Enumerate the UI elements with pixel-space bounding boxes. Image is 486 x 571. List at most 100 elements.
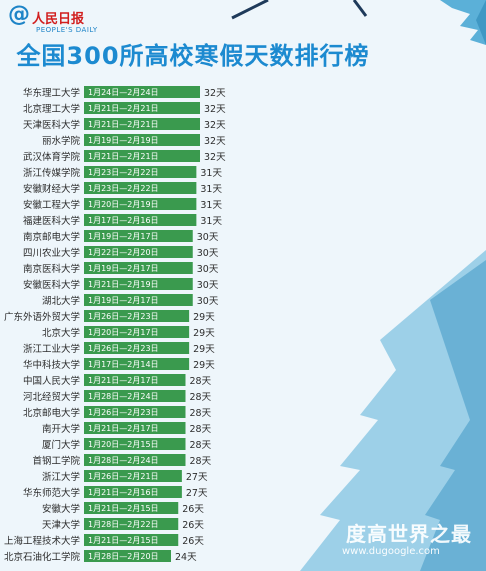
bar	[84, 326, 190, 338]
bar	[84, 166, 197, 178]
bar	[84, 86, 200, 98]
school-label: 四川农业大学	[23, 247, 80, 259]
date-range-label: 1月20日—2月17日	[88, 328, 159, 337]
date-range-label: 1月26日—2月23日	[88, 408, 159, 417]
school-label: 浙江传媒学院	[23, 167, 81, 179]
school-label: 北京大学	[42, 327, 80, 339]
bar	[84, 198, 197, 210]
bar	[84, 550, 171, 562]
bar	[84, 406, 186, 418]
date-range-label: 1月19日—2月17日	[88, 232, 159, 241]
branch-right	[352, 0, 368, 17]
logo-subtext: PEOPLE'S DAILY	[36, 26, 98, 34]
days-value-label: 26天	[182, 520, 204, 531]
school-label: 福建医科大学	[23, 215, 80, 227]
date-range-label: 1月26日—2月21日	[88, 472, 159, 481]
school-label: 华东理工大学	[23, 87, 80, 99]
branch-left	[231, 0, 269, 20]
bar	[84, 390, 186, 402]
watermark-url: www.dugoogle.com	[342, 546, 440, 557]
school-label: 安徽财经大学	[23, 183, 80, 195]
school-label: 北京邮电大学	[23, 407, 80, 419]
chart-title: 全国300所高校寒假天数排行榜	[16, 42, 370, 70]
days-value-label: 28天	[190, 376, 212, 387]
bar	[84, 486, 182, 498]
bar	[84, 374, 186, 386]
date-range-label: 1月17日—2月16日	[88, 216, 159, 225]
date-range-label: 1月21日—2月16日	[88, 488, 159, 497]
days-value-label: 32天	[204, 152, 226, 163]
date-range-label: 1月28日—2月24日	[88, 392, 159, 401]
school-label: 安徽医科大学	[23, 279, 80, 291]
date-range-label: 1月26日—2月23日	[88, 312, 159, 321]
days-value-label: 28天	[190, 456, 212, 467]
bar	[84, 262, 193, 274]
date-range-label: 1月21日—2月19日	[88, 280, 159, 289]
date-range-label: 1月23日—2月22日	[88, 184, 159, 193]
date-range-label: 1月23日—2月22日	[88, 168, 159, 177]
school-label: 南京邮电大学	[23, 231, 80, 243]
school-label: 天津大学	[42, 519, 80, 531]
days-value-label: 30天	[197, 280, 219, 291]
bar	[84, 518, 179, 530]
school-label: 北京石油化工学院	[4, 551, 81, 563]
school-label: 天津医科大学	[23, 119, 80, 131]
bar	[84, 102, 200, 114]
date-range-label: 1月19日—2月17日	[88, 264, 159, 273]
school-label: 武汉体育学院	[23, 151, 81, 163]
school-label: 北京理工大学	[23, 103, 80, 115]
bar	[84, 422, 186, 434]
date-range-label: 1月20日—2月15日	[88, 440, 159, 449]
bar	[84, 246, 193, 258]
logo-at-icon: @	[8, 2, 30, 27]
bar	[84, 534, 179, 546]
school-label: 华中科技大学	[23, 359, 80, 371]
date-range-label: 1月24日—2月24日	[88, 88, 159, 97]
school-label: 丽水学院	[42, 135, 81, 147]
school-label: 河北经贸大学	[23, 391, 80, 403]
school-label: 厦门大学	[42, 439, 80, 451]
days-value-label: 28天	[190, 440, 212, 451]
date-range-label: 1月21日—2月15日	[88, 536, 159, 545]
school-label: 浙江工业大学	[23, 343, 80, 355]
date-range-label: 1月21日—2月15日	[88, 504, 159, 513]
school-label: 安徽工程大学	[23, 199, 80, 211]
days-value-label: 32天	[204, 120, 226, 131]
date-range-label: 1月21日—2月21日	[88, 120, 159, 129]
bar	[84, 230, 193, 242]
top-right-tree-shadow	[476, 0, 486, 45]
school-label: 南开大学	[42, 423, 80, 435]
school-label: 浙江大学	[42, 471, 80, 483]
days-value-label: 30天	[197, 296, 219, 307]
date-range-label: 1月21日—2月17日	[88, 376, 159, 385]
bottom-right-tree-icon	[300, 250, 486, 571]
days-value-label: 31天	[200, 200, 222, 211]
bar	[84, 294, 193, 306]
bar	[84, 502, 179, 514]
days-value-label: 26天	[182, 504, 204, 515]
days-value-label: 28天	[190, 424, 212, 435]
days-value-label: 27天	[186, 472, 208, 483]
bottom-right-tree-shadow	[420, 260, 486, 571]
bar	[84, 470, 182, 482]
school-label: 安徽大学	[42, 503, 80, 515]
date-range-label: 1月28日—2月24日	[88, 456, 159, 465]
bar	[84, 278, 193, 290]
days-value-label: 29天	[193, 328, 215, 339]
bar	[84, 358, 190, 370]
date-range-label: 1月28日—2月22日	[88, 520, 159, 529]
school-label: 广东外语外贸大学	[4, 311, 80, 323]
days-value-label: 26天	[182, 536, 204, 547]
date-range-label: 1月20日—2月19日	[88, 200, 159, 209]
days-value-label: 30天	[197, 264, 219, 275]
days-value-label: 29天	[193, 360, 215, 371]
days-value-label: 32天	[204, 136, 226, 147]
date-range-label: 1月17日—2月14日	[88, 360, 159, 369]
date-range-label: 1月19日—2月17日	[88, 296, 159, 305]
bar	[84, 134, 200, 146]
bar	[84, 454, 186, 466]
days-value-label: 31天	[200, 216, 222, 227]
days-value-label: 27天	[186, 488, 208, 499]
